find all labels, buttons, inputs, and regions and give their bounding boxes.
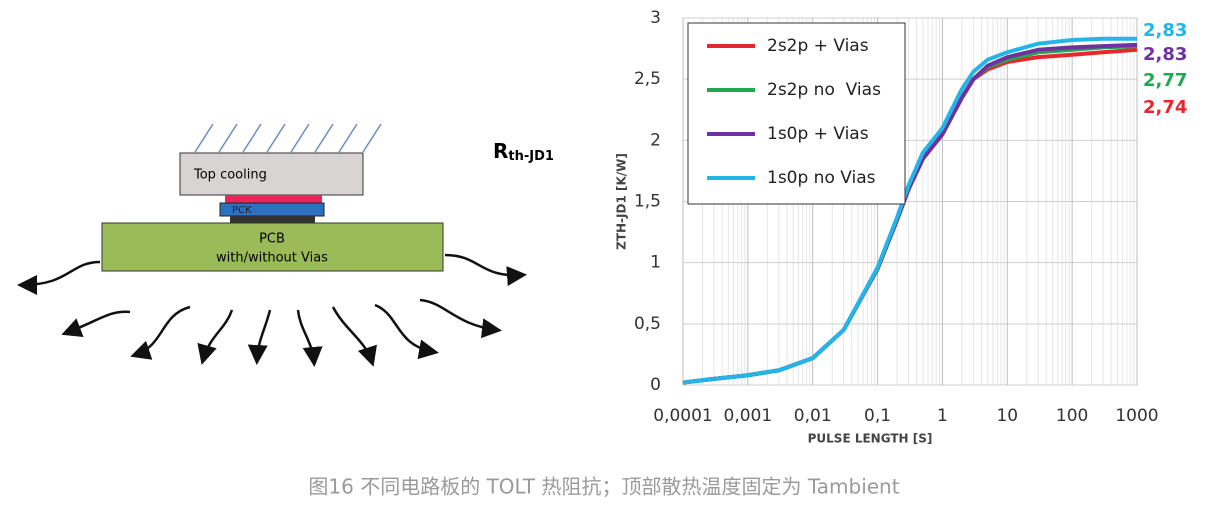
- pcb-block: [101, 222, 444, 272]
- x-tick-label: 1000: [1115, 406, 1158, 426]
- end-label: 2,83: [1143, 44, 1187, 65]
- legend-label: 2s2p no Vias: [767, 80, 881, 100]
- x-tick-label: 0,0001: [653, 406, 712, 426]
- y-tick-label: 0,5: [634, 314, 661, 334]
- x-tick-label: 0,001: [724, 406, 773, 426]
- y-tick-label: 0: [650, 375, 661, 395]
- y-axis-title: ZTH-JD1 [K/W]: [615, 153, 629, 250]
- resistance-sub: th-JD1: [508, 149, 554, 164]
- legend-label: 1s0p + Vias: [767, 124, 869, 144]
- series-line: [682, 36, 1137, 385]
- legend-box: [687, 22, 906, 205]
- y-tick-label: 1: [650, 253, 661, 273]
- x-tick-label: 1: [937, 406, 948, 426]
- top-cooling-block: [179, 152, 364, 196]
- legend-label: 1s0p no Vias: [767, 168, 876, 188]
- x-tick-label: 10: [996, 406, 1018, 426]
- end-label: 2,83: [1143, 20, 1187, 41]
- x-tick-label: 0,1: [864, 406, 891, 426]
- x-tick-label: 100: [1056, 406, 1088, 426]
- y-tick-label: 2: [650, 130, 661, 150]
- package-label: PCK: [232, 205, 252, 216]
- y-tick-label: 1,5: [634, 192, 661, 212]
- chart: 0 0,5 1 1,5 2 2,5 3 0,0001 0,001 0,01 0,1 1 10 100 100…: [615, 8, 1188, 446]
- x-axis-title: PULSE LENGTH [S]: [808, 432, 933, 446]
- end-label: 2,77: [1143, 70, 1187, 91]
- diagram: Top cooling PCK PCB with/without Vias Rt…: [17, 123, 554, 367]
- end-label: 2,74: [1143, 97, 1187, 118]
- caption: 图16 不同电路板的 TOLT 热阻抗；顶部散热温度固定为 Tambient: [308, 475, 899, 499]
- x-tick-label: 0,01: [794, 406, 832, 426]
- top-cooling-label: Top cooling: [193, 168, 267, 183]
- resistance-label: Rth-JD1: [493, 139, 554, 164]
- pcb-note: with/without Vias: [216, 251, 328, 266]
- pcb-label: PCB: [259, 232, 285, 247]
- legend-label: 2s2p + Vias: [767, 36, 869, 56]
- y-tick-label: 2,5: [634, 69, 661, 89]
- y-tick-label: 3: [650, 8, 661, 28]
- resistance-main: R: [493, 139, 508, 163]
